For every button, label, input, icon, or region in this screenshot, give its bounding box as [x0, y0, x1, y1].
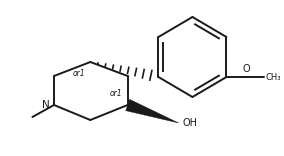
Polygon shape: [126, 99, 179, 123]
Text: or1: or1: [110, 88, 123, 98]
Text: or1: or1: [73, 70, 85, 78]
Text: OH: OH: [183, 118, 198, 128]
Text: N: N: [42, 100, 50, 110]
Text: CH₃: CH₃: [266, 73, 281, 81]
Text: O: O: [242, 64, 250, 74]
